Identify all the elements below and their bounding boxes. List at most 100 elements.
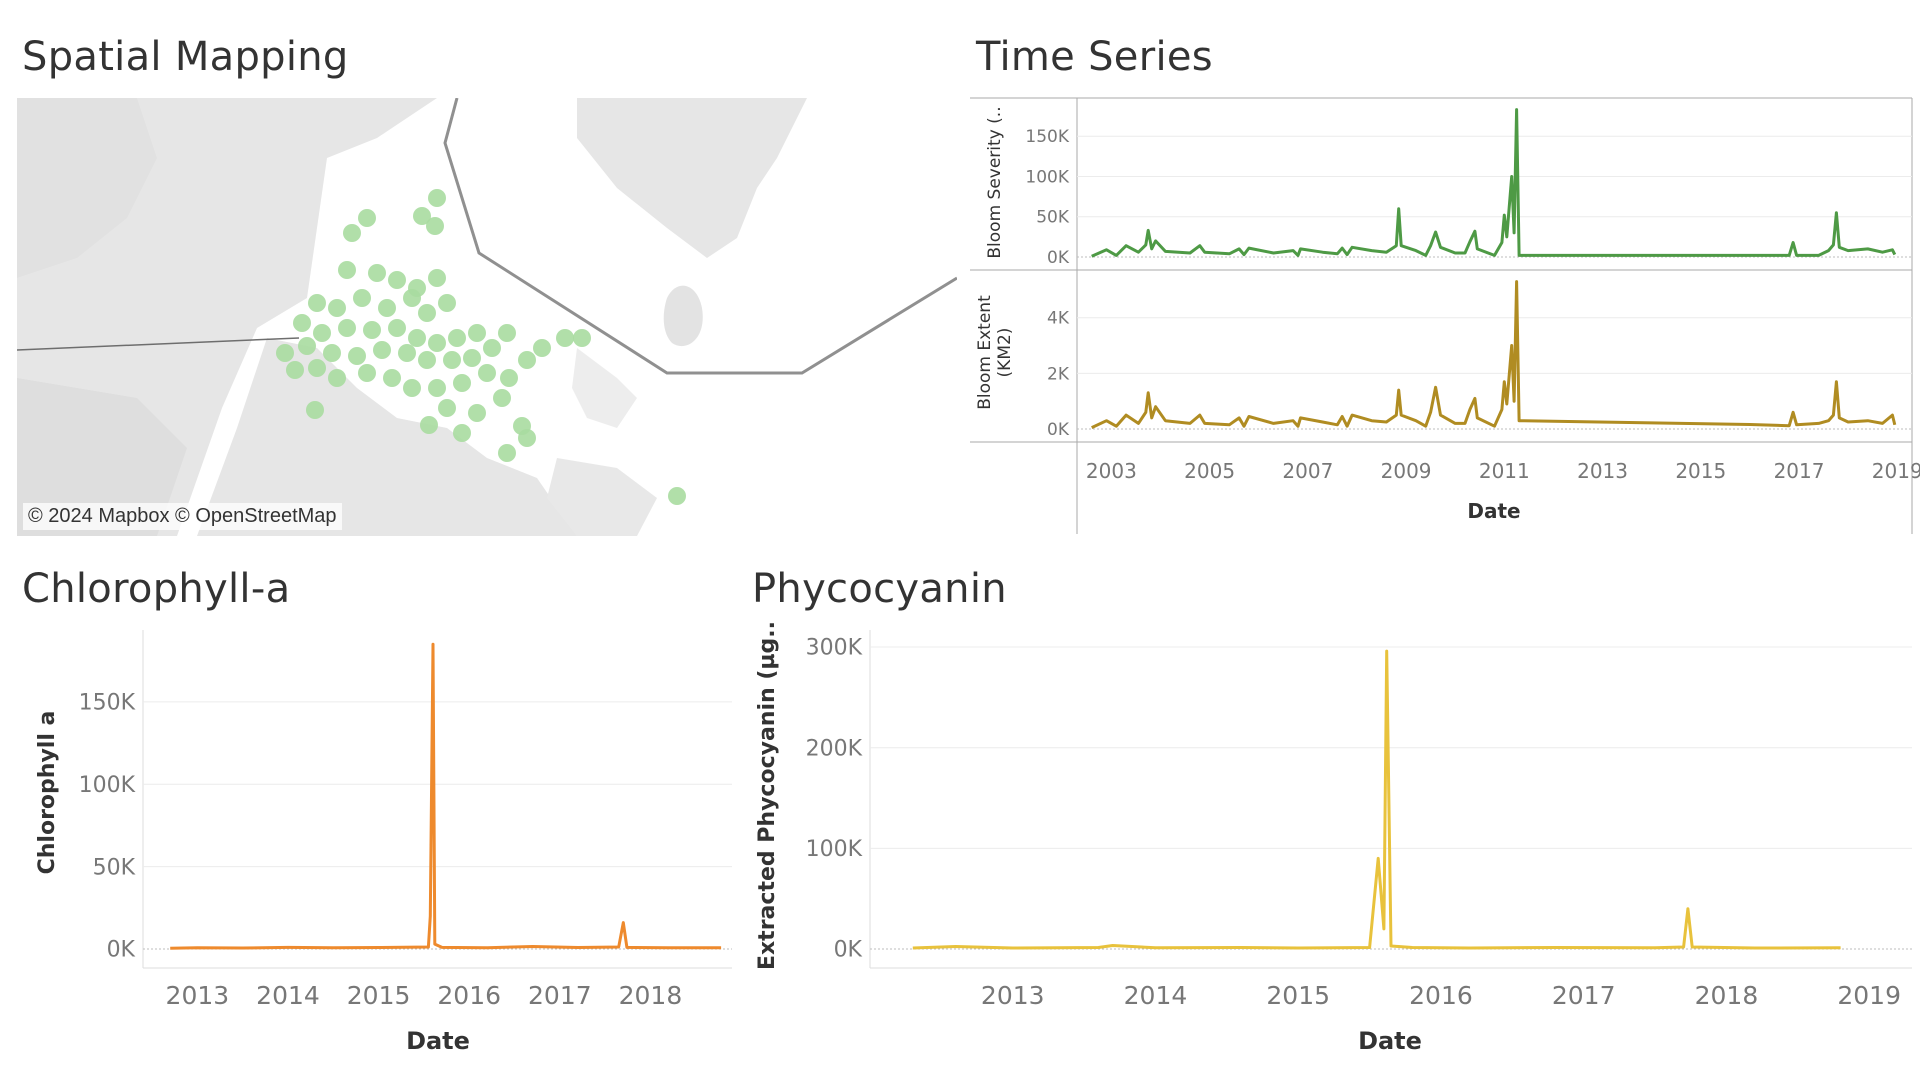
series-line-bloom-severity[interactable]: [1091, 108, 1897, 258]
map-point[interactable]: [518, 351, 536, 369]
series-line-bloom-extent[interactable]: [1091, 280, 1897, 429]
land-south: [547, 458, 657, 536]
map-point[interactable]: [573, 329, 591, 347]
map-point[interactable]: [338, 261, 356, 279]
map-point[interactable]: [418, 351, 436, 369]
x-tick-label: 2015: [1675, 459, 1726, 483]
map-point[interactable]: [298, 337, 316, 355]
map-point[interactable]: [358, 209, 376, 227]
y-tick-label: 100K: [806, 837, 863, 862]
map-point[interactable]: [328, 299, 346, 317]
map-point[interactable]: [413, 207, 431, 225]
map-point[interactable]: [388, 319, 406, 337]
map-point[interactable]: [276, 344, 294, 362]
map-point[interactable]: [493, 389, 511, 407]
map-point[interactable]: [428, 189, 446, 207]
map-point[interactable]: [556, 329, 574, 347]
land-peninsula: [577, 98, 807, 258]
map-point[interactable]: [533, 339, 551, 357]
map-point[interactable]: [378, 299, 396, 317]
map-point[interactable]: [293, 314, 311, 332]
x-tick-label: 2014: [256, 981, 320, 1010]
map-point[interactable]: [418, 304, 436, 322]
map-point[interactable]: [368, 264, 386, 282]
x-tick-label: 2007: [1282, 459, 1333, 483]
y-tick-label: 300K: [806, 636, 863, 661]
y-axis-label: Bloom Extent(KM2): [975, 295, 1015, 410]
map-point[interactable]: [668, 487, 686, 505]
y-tick-label: 2K: [1047, 364, 1070, 384]
map-point[interactable]: [498, 444, 516, 462]
phycocyanin-title: Phycocyanin: [752, 566, 1007, 612]
map-point[interactable]: [338, 319, 356, 337]
x-tick-label: 2019: [1837, 981, 1901, 1010]
map-point[interactable]: [428, 269, 446, 287]
map-point[interactable]: [468, 324, 486, 342]
map-point[interactable]: [448, 329, 466, 347]
map-attribution[interactable]: © 2024 Mapbox © OpenStreetMap: [23, 503, 342, 530]
map-point[interactable]: [428, 379, 446, 397]
map-point[interactable]: [498, 324, 516, 342]
map-point[interactable]: [403, 379, 421, 397]
land-shade-2: [17, 378, 187, 536]
map-point[interactable]: [363, 321, 381, 339]
y-tick-label: 50K: [1036, 208, 1070, 228]
map-point[interactable]: [426, 217, 444, 235]
x-tick-label: 2017: [1774, 459, 1825, 483]
x-tick-label: 2015: [1266, 981, 1330, 1010]
map-point[interactable]: [343, 224, 361, 242]
x-tick-label: 2003: [1086, 459, 1137, 483]
map-point[interactable]: [348, 347, 366, 365]
map-point[interactable]: [308, 359, 326, 377]
boundary-line: [443, 98, 957, 375]
y-tick-label: 100K: [1025, 167, 1069, 187]
map-point[interactable]: [453, 374, 471, 392]
map-point[interactable]: [420, 416, 438, 434]
y-tick-label: 0K: [834, 938, 863, 963]
map-point[interactable]: [500, 369, 518, 387]
sample-points[interactable]: [276, 189, 686, 536]
spatial-map[interactable]: © 2024 Mapbox © OpenStreetMap: [17, 98, 957, 536]
series-line-phycocyanin[interactable]: [912, 649, 1841, 950]
map-point[interactable]: [358, 364, 376, 382]
map-point[interactable]: [323, 344, 341, 362]
x-tick-label: 2017: [528, 981, 592, 1010]
map-point[interactable]: [398, 344, 416, 362]
map-point[interactable]: [328, 369, 346, 387]
x-tick-label: 2013: [166, 981, 230, 1010]
x-tick-label: 2009: [1381, 459, 1432, 483]
x-axis-label: Date: [1467, 499, 1520, 523]
map-point[interactable]: [286, 361, 304, 379]
map-point[interactable]: [463, 349, 481, 367]
time-series-title: Time Series: [976, 34, 1213, 80]
map-point[interactable]: [478, 364, 496, 382]
border-line: [17, 337, 300, 351]
y-axis-label: Extracted Phycocyanin (µg..: [755, 621, 780, 970]
x-tick-label: 2011: [1479, 459, 1530, 483]
land-shade-1: [17, 98, 157, 278]
map-point[interactable]: [313, 324, 331, 342]
map-point[interactable]: [428, 334, 446, 352]
map-point[interactable]: [408, 329, 426, 347]
chlorophyll-a-title: Chlorophyll-a: [22, 566, 291, 612]
y-axis-label: Bloom Severity (..: [985, 106, 1005, 258]
island: [663, 285, 703, 347]
x-tick-label: 2018: [1695, 981, 1759, 1010]
map-point[interactable]: [453, 424, 471, 442]
map-point[interactable]: [438, 399, 456, 417]
map-canvas[interactable]: [17, 98, 957, 536]
series-line-chlorophyll[interactable]: [170, 642, 722, 950]
map-point[interactable]: [353, 289, 371, 307]
map-point[interactable]: [518, 429, 536, 447]
map-point[interactable]: [403, 289, 421, 307]
y-tick-label: 0K: [1047, 248, 1070, 268]
map-point[interactable]: [438, 294, 456, 312]
map-point[interactable]: [388, 271, 406, 289]
map-point[interactable]: [383, 369, 401, 387]
map-point[interactable]: [483, 339, 501, 357]
map-point[interactable]: [308, 294, 326, 312]
map-point[interactable]: [306, 401, 324, 419]
map-point[interactable]: [373, 341, 391, 359]
map-point[interactable]: [443, 351, 461, 369]
map-point[interactable]: [468, 404, 486, 422]
